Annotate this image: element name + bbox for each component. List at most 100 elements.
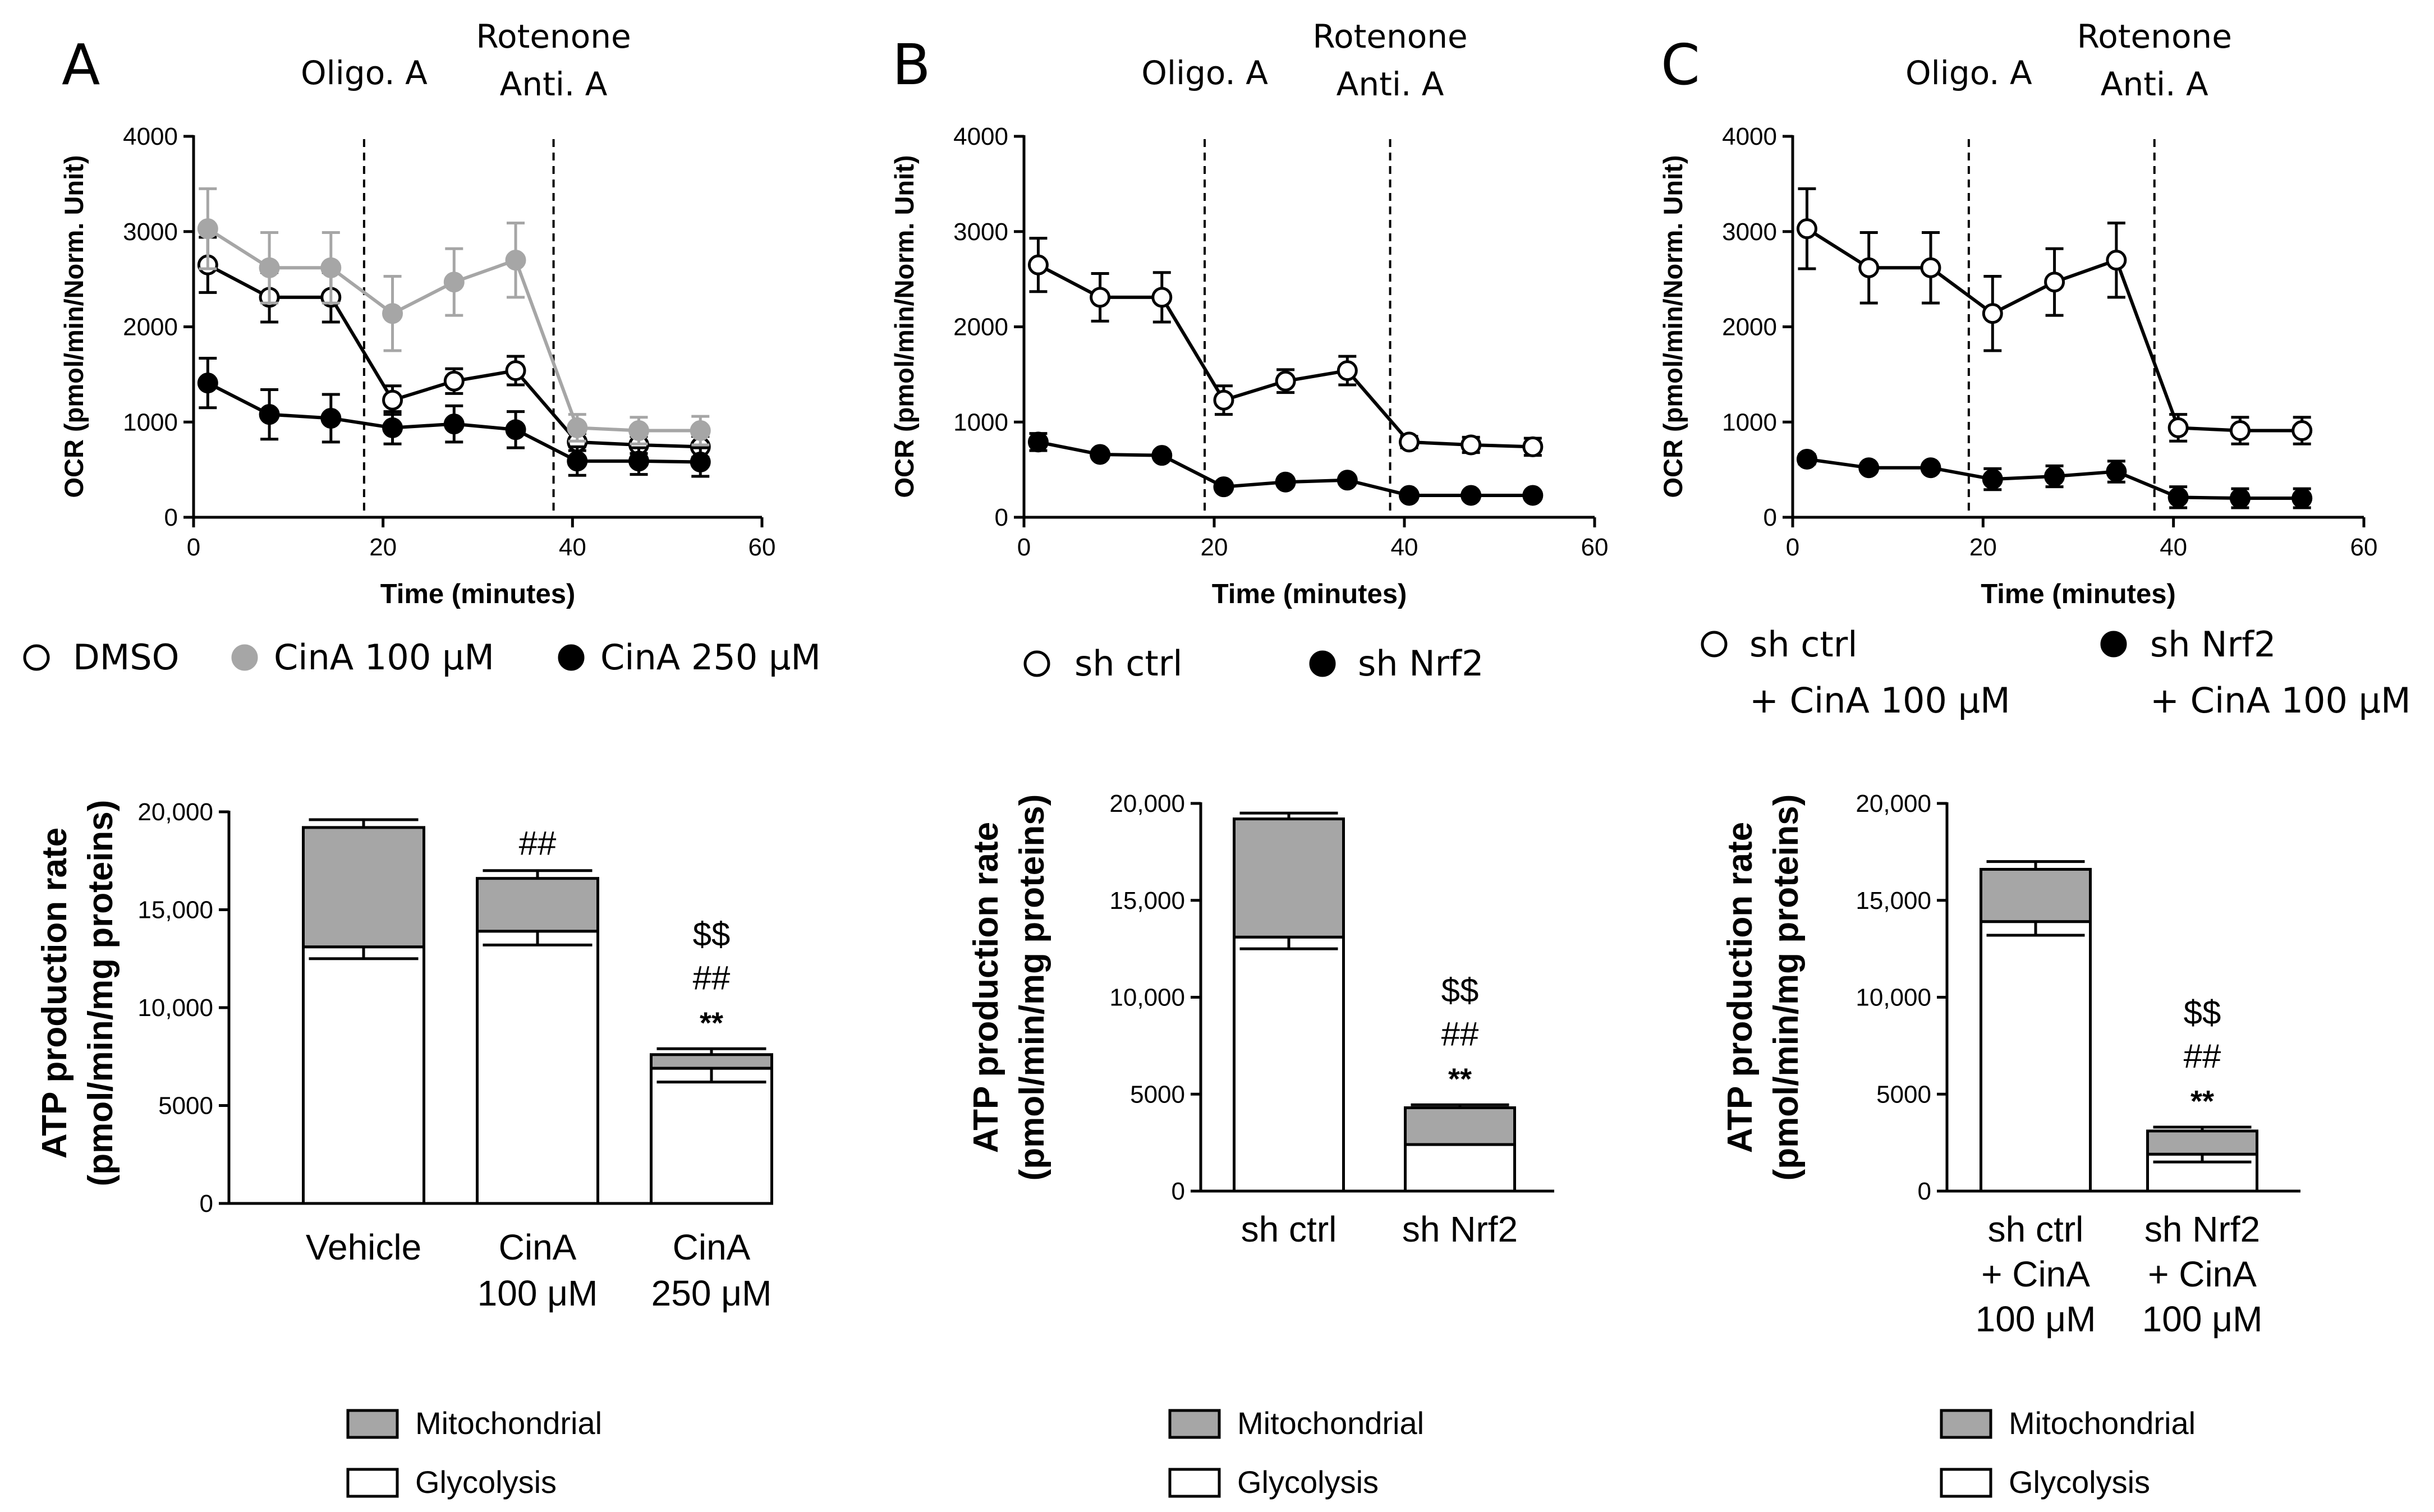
legend-label: sh ctrl [1074,643,1182,684]
data-point [2106,250,2127,271]
legend-marker-open [23,644,50,671]
data-point [690,420,711,442]
category-label: 100 μM [477,1273,598,1313]
injection-label: Anti. A [500,65,608,103]
y-tick-label: 2000 [123,314,178,341]
bar-glycolysis [650,1067,773,1205]
category-label: 100 μM [2142,1299,2263,1339]
injection-label: Anti. A [2101,65,2208,103]
legend-label: Glycolysis [1237,1464,1379,1500]
y-tick-label: 0 [200,1190,213,1217]
y-tick-label: 0 [1172,1178,1185,1205]
data-point [197,373,218,394]
significance-mark: $$ [693,915,731,953]
series-sh-ctrl-cina-100-m [1796,187,2313,445]
legend-swatch-glycolysis [1168,1468,1221,1498]
data-point [567,417,588,438]
series-cina-100-m [197,187,711,447]
y-axis-title: (pmol/min/mg proteins) [81,800,120,1187]
y-axis-title: OCR (pmol/min/Norm. Unit) [59,155,89,498]
y-axis-title: OCR (pmol/min/Norm. Unit) [1658,155,1688,498]
y-tick-label: 15,000 [1856,887,1931,914]
data-point [1920,257,1941,278]
legend-label: sh Nrf2 [1358,643,1484,684]
injection-label: Rotenone [1312,17,1467,56]
category-label: 100 μM [1976,1299,2096,1339]
data-point [1982,468,2003,490]
y-tick-label: 0 [995,504,1008,531]
data-point [2167,417,2189,438]
data-point [2291,488,2313,509]
bar-mitochondrial [2146,1129,2258,1156]
x-tick-label: 40 [1391,534,1418,561]
data-point [1090,287,1111,308]
y-tick-label: 3000 [953,218,1008,246]
y-axis-title: OCR (pmol/min/Norm. Unit) [889,155,919,498]
y-tick-label: 20,000 [1856,790,1931,817]
y-tick-label: 10,000 [1109,984,1185,1012]
category-label: Vehicle [306,1227,421,1267]
data-point [443,370,465,392]
category-label: sh ctrl [1241,1209,1337,1249]
data-point [2229,420,2251,442]
data-point [690,452,711,473]
significance-mark: ## [519,825,557,862]
x-tick-label: 20 [369,534,397,561]
bar-mitochondrial [302,826,425,949]
category-label: + CinA [1981,1254,2090,1294]
data-point [2167,486,2189,508]
ocr-chart-A-ocr: 0 1000 2000 3000 4000 0 20 40 60 Time (minutes) OC… [59,17,775,609]
y-axis-title: ATP production rate [35,828,74,1159]
legend-marker-black [2100,631,2127,658]
data-point [259,257,280,278]
data-point [1796,448,1817,470]
data-point [2106,461,2127,482]
legend-swatch-mitochondrial [1940,1409,1992,1439]
y-tick-label: 0 [164,504,178,531]
data-point [1337,470,1358,491]
y-tick-label: 2000 [1722,314,1777,341]
data-point [1522,436,1544,457]
legend-label: Glycolysis [415,1464,557,1500]
legend-label: sh Nrf2 [2150,624,2276,665]
legend-label: sh ctrl [1749,624,1857,665]
series-line [1037,263,1533,449]
y-tick-label: 0 [1918,1178,1931,1205]
data-point [2044,272,2065,293]
significance-mark: $$ [1441,971,1479,1009]
y-axis-title: (pmol/min/mg proteins) [1013,794,1051,1181]
series-sh-nrf2-cina-100-m [1796,448,2313,509]
data-point [443,413,465,435]
injection-label: Oligo. A [1141,54,1268,92]
data-point [382,389,403,411]
legend-marker-black [1309,650,1336,677]
x-tick-label: 40 [559,534,586,561]
atp-chart-B-atp: 0 5000 10,000 15,000 20,000 ATP production ra… [967,790,1554,1249]
legend-label-2: + CinA 100 μM [2150,680,2411,721]
data-point [2291,420,2313,442]
injection-label: Oligo. A [1905,54,2032,92]
data-point [1982,303,2003,324]
data-point [1275,370,1296,392]
y-axis-title: ATP production rate [1721,822,1760,1153]
y-axis-title: ATP production rate [967,822,1005,1153]
x-tick-label: 0 [1017,534,1031,561]
x-axis-title: Time (minutes) [1981,579,2176,609]
significance-mark: ** [1448,1062,1472,1096]
data-point [1461,485,1482,506]
y-tick-label: 4000 [123,123,178,150]
atp-chart-C-atp: 0 5000 10,000 15,000 20,000 ATP production ra… [1721,790,2300,1339]
data-point [443,272,465,293]
data-point [505,360,526,382]
atp-chart-A-atp: 0 5000 10,000 15,000 20,000 ATP production ra… [35,798,773,1313]
category-label: sh Nrf2 [1402,1209,1518,1249]
category-label: + CinA [2148,1254,2257,1294]
y-tick-label: 5000 [1130,1081,1185,1108]
y-tick-label: 20,000 [1109,790,1185,817]
ocr-chart-B-ocr: 0 1000 2000 3000 4000 0 20 40 60 Time (minutes) OC… [889,17,1608,609]
bar-glycolysis [476,930,599,1205]
data-point [1398,431,1420,453]
category-label: CinA [499,1227,577,1267]
data-point [628,451,650,472]
x-tick-label: 0 [187,534,200,561]
